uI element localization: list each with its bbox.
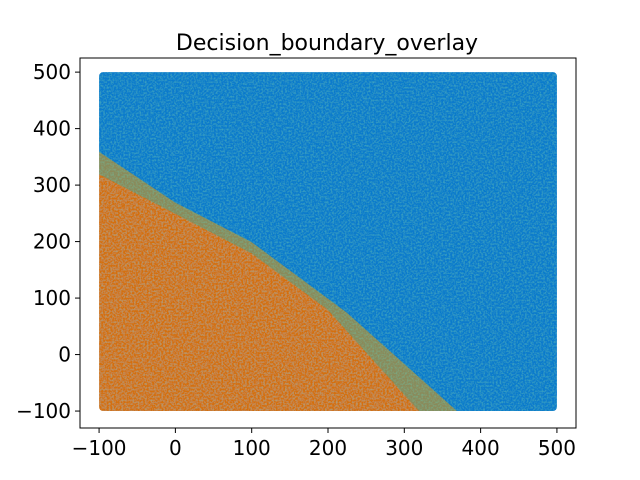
chart-title: Decision_boundary_overlay (176, 31, 478, 56)
x-axis: −100 0 100 200 300 400 500 (72, 428, 576, 460)
y-tick-label: 100 (33, 286, 71, 310)
y-tick-label: 0 (58, 343, 71, 367)
x-tick-label: 100 (233, 436, 271, 460)
x-tick-label: 200 (309, 436, 347, 460)
y-tick-label: −100 (16, 399, 71, 423)
y-tick-label: 400 (33, 117, 71, 141)
y-tick-label: 500 (33, 60, 71, 84)
x-tick-label: 500 (538, 436, 576, 460)
x-tick-label: 300 (385, 436, 423, 460)
y-axis: −100 0 100 200 300 400 500 (16, 60, 80, 423)
scatter-regions (99, 72, 557, 412)
y-tick-label: 300 (33, 173, 71, 197)
x-tick-label: 400 (462, 436, 500, 460)
region-2 (99, 72, 557, 412)
x-tick-label: −100 (72, 436, 127, 460)
x-tick-label: 0 (169, 436, 182, 460)
plot-area (99, 72, 557, 412)
y-tick-label: 200 (33, 230, 71, 254)
